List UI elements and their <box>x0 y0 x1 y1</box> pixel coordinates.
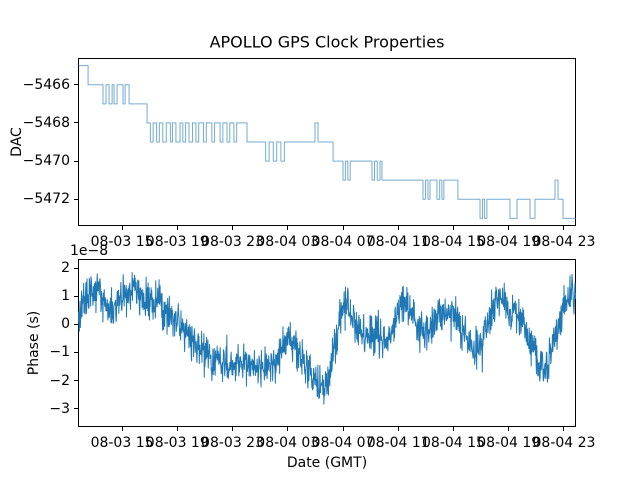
chart-title: APOLLO GPS Clock Properties <box>209 32 445 52</box>
y-tick <box>74 198 78 200</box>
x-tick-label: 08-04 07 <box>311 234 375 250</box>
x-tick <box>397 226 399 230</box>
x-tick-label: 08-04 07 <box>311 435 375 451</box>
x-tick <box>176 427 178 431</box>
x-tick-label: 08-03 15 <box>90 435 154 451</box>
phase-plot-area <box>78 259 576 427</box>
x-tick <box>232 226 234 230</box>
y-tick-label: −3 <box>49 400 70 417</box>
x-tick <box>508 226 510 230</box>
x-tick <box>508 427 510 431</box>
x-tick-label: 08-03 23 <box>201 435 265 451</box>
phase-line <box>78 271 576 405</box>
x-tick <box>232 427 234 431</box>
y-tick-label: −5472 <box>22 191 70 208</box>
x-tick <box>121 427 123 431</box>
x-tick <box>287 427 289 431</box>
axes-frame <box>78 58 576 226</box>
x-axis-label: Date (GMT) <box>286 455 368 471</box>
x-tick-label: 08-03 23 <box>201 234 265 250</box>
y-tick-label: −2 <box>49 372 70 389</box>
y-tick-label: 2 <box>61 260 70 276</box>
x-tick <box>563 427 565 431</box>
y-tick-label: −5468 <box>22 114 70 131</box>
x-tick-label: 08-04 11 <box>366 435 430 451</box>
x-tick-label: 08-04 03 <box>256 435 320 451</box>
x-tick <box>342 427 344 431</box>
dac-step-line <box>78 65 576 219</box>
x-tick-label: 08-04 23 <box>532 234 596 250</box>
y-tick <box>74 408 78 410</box>
y-tick <box>74 84 78 86</box>
x-tick-label: 08-03 15 <box>90 234 154 250</box>
y-tick-label: 1 <box>61 288 70 305</box>
x-tick <box>342 226 344 230</box>
dac-plot-area <box>78 58 576 226</box>
x-tick <box>563 226 565 230</box>
y-tick <box>74 122 78 124</box>
x-tick <box>287 226 289 230</box>
x-tick-label: 08-03 19 <box>145 234 209 250</box>
x-tick <box>397 427 399 431</box>
y-tick-label: −5466 <box>22 76 70 93</box>
y-tick <box>74 160 78 162</box>
y-tick-label: −5470 <box>22 153 70 170</box>
x-tick-label: 08-04 11 <box>366 234 430 250</box>
x-tick-label: 08-04 23 <box>532 435 596 451</box>
x-tick-label: 08-04 15 <box>422 435 485 451</box>
y-tick <box>74 295 78 297</box>
y-tick <box>74 323 78 325</box>
y-tick-label: −1 <box>49 344 70 361</box>
y-tick-label: 0 <box>61 316 70 333</box>
x-tick <box>453 427 454 431</box>
x-tick <box>121 226 123 230</box>
x-tick-label: 08-04 15 <box>422 234 485 250</box>
x-tick-label: 08-04 19 <box>477 435 541 451</box>
y-tick <box>74 267 78 269</box>
x-tick <box>176 226 178 230</box>
y-tick <box>74 380 78 382</box>
x-tick-label: 08-03 19 <box>145 435 209 451</box>
y-tick <box>74 351 78 353</box>
x-tick <box>453 226 454 230</box>
axes-frame <box>78 259 576 427</box>
x-tick-label: 08-04 03 <box>256 234 320 250</box>
y-axis-offset-label: 1e−8 <box>70 243 109 259</box>
x-tick-label: 08-04 19 <box>477 234 541 250</box>
